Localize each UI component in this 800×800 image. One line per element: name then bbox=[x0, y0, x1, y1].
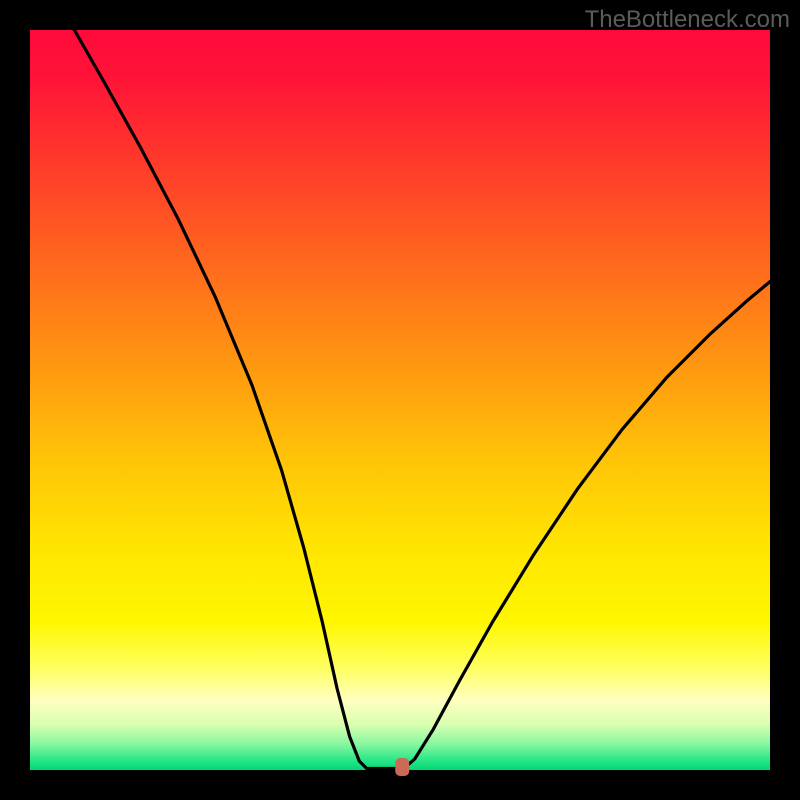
plot-background bbox=[30, 30, 770, 770]
optimal-point-marker bbox=[395, 758, 409, 776]
watermark-text: TheBottleneck.com bbox=[585, 6, 790, 34]
bottleneck-chart bbox=[0, 0, 800, 800]
